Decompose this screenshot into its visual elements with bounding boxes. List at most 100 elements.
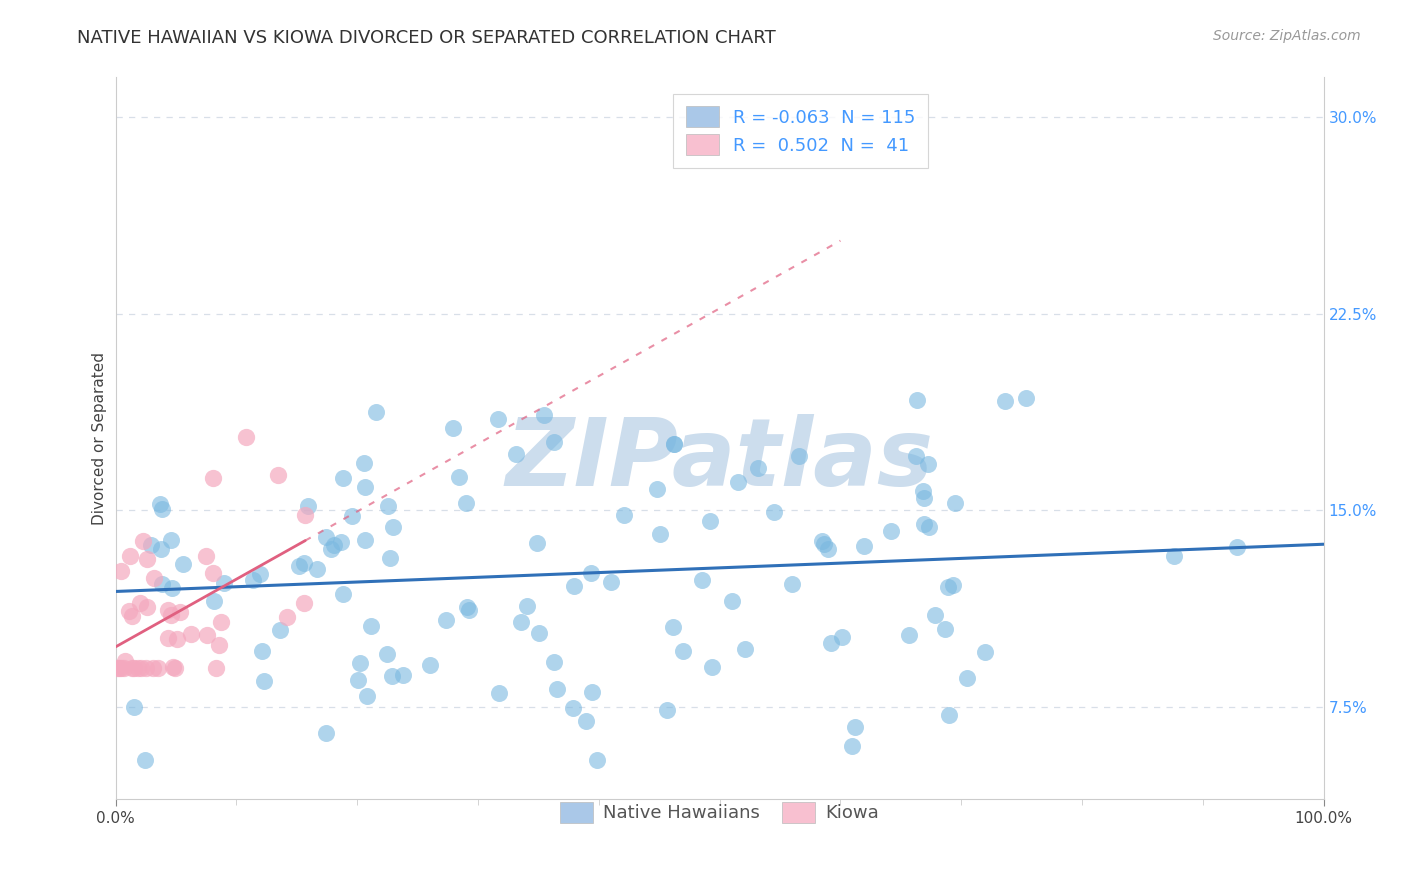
Point — [162, 582, 184, 596]
Point — [936, 580, 959, 594]
Point — [1226, 540, 1249, 554]
Point — [392, 668, 415, 682]
Point — [789, 449, 811, 463]
Point — [974, 645, 997, 659]
Point — [135, 661, 157, 675]
Point — [202, 566, 225, 580]
Point — [163, 661, 186, 675]
Point — [375, 647, 398, 661]
Point — [235, 429, 257, 443]
Point — [377, 499, 399, 513]
Point — [105, 661, 128, 675]
Point — [354, 480, 377, 494]
Point — [505, 447, 527, 461]
Point — [600, 574, 623, 589]
Point — [813, 537, 835, 551]
Text: Source: ZipAtlas.com: Source: ZipAtlas.com — [1213, 29, 1361, 43]
Point — [456, 496, 478, 510]
Point — [844, 720, 866, 734]
Point — [672, 644, 695, 658]
Point — [353, 456, 375, 470]
Point — [820, 635, 842, 649]
Point — [817, 541, 839, 556]
Point — [292, 596, 315, 610]
Point — [157, 632, 180, 646]
Point — [292, 556, 315, 570]
Point — [149, 497, 172, 511]
Point — [214, 575, 236, 590]
Point — [172, 557, 194, 571]
Point — [880, 524, 903, 538]
Point — [662, 437, 685, 451]
Point — [486, 411, 509, 425]
Point — [943, 496, 966, 510]
Point — [898, 628, 921, 642]
Point — [142, 661, 165, 675]
Point — [934, 622, 956, 636]
Point — [242, 573, 264, 587]
Point — [180, 626, 202, 640]
Point — [319, 541, 342, 556]
Point — [613, 508, 636, 522]
Point — [562, 700, 585, 714]
Point — [249, 566, 271, 581]
Point — [366, 405, 388, 419]
Point — [841, 739, 863, 753]
Point — [112, 661, 135, 675]
Point — [911, 484, 934, 499]
Point — [645, 482, 668, 496]
Point — [699, 514, 721, 528]
Point — [121, 609, 143, 624]
Point — [166, 632, 188, 647]
Point — [381, 520, 404, 534]
Point — [294, 508, 316, 523]
Point — [160, 608, 183, 623]
Point — [853, 540, 876, 554]
Point — [378, 551, 401, 566]
Point — [121, 661, 143, 675]
Point — [917, 457, 939, 471]
Point — [441, 421, 464, 435]
Point — [110, 564, 132, 578]
Point — [250, 644, 273, 658]
Point — [994, 393, 1017, 408]
Point — [169, 606, 191, 620]
Point — [346, 673, 368, 688]
Point — [332, 471, 354, 485]
Point — [810, 534, 832, 549]
Point — [533, 409, 555, 423]
Point — [912, 516, 935, 531]
Point — [458, 602, 481, 616]
Point — [657, 703, 679, 717]
Text: NATIVE HAWAIIAN VS KIOWA DIVORCED OR SEPARATED CORRELATION CHART: NATIVE HAWAIIAN VS KIOWA DIVORCED OR SEP… — [77, 29, 776, 46]
Point — [307, 562, 329, 576]
Point — [488, 686, 510, 700]
Point — [315, 726, 337, 740]
Point — [329, 535, 352, 549]
Point — [157, 603, 180, 617]
Point — [132, 534, 155, 549]
Point — [575, 714, 598, 728]
Point — [546, 681, 568, 696]
Point — [124, 700, 146, 714]
Point — [912, 491, 935, 505]
Point — [202, 593, 225, 607]
Point — [162, 660, 184, 674]
Legend: Native Hawaiians, Kiowa: Native Hawaiians, Kiowa — [553, 795, 886, 830]
Point — [585, 753, 607, 767]
Point — [579, 566, 602, 580]
Point — [648, 527, 671, 541]
Point — [135, 552, 157, 566]
Point — [747, 460, 769, 475]
Point — [543, 435, 565, 450]
Point — [205, 661, 228, 675]
Point — [690, 573, 713, 587]
Point — [782, 577, 804, 591]
Point — [253, 673, 276, 688]
Point — [209, 615, 232, 629]
Point — [208, 638, 231, 652]
Point — [526, 535, 548, 549]
Point — [956, 671, 979, 685]
Point — [360, 619, 382, 633]
Point — [135, 599, 157, 614]
